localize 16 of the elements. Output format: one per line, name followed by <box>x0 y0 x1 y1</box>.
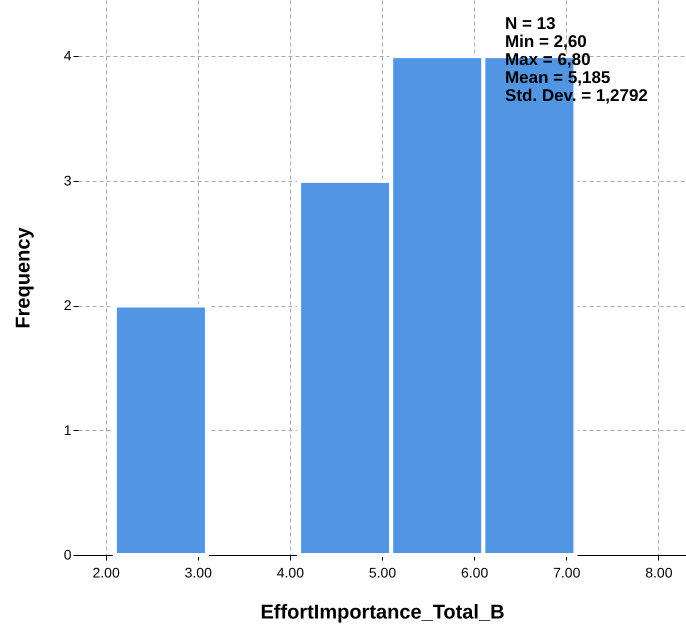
annotation: N = 13 <box>505 14 556 33</box>
y-tick-label: 1 <box>64 422 72 438</box>
y-tick-label: 3 <box>64 172 72 188</box>
x-tick-label: 4.00 <box>276 564 304 580</box>
x-tick-label: 6.00 <box>460 564 488 580</box>
x-tick-label: 7.00 <box>553 564 581 580</box>
x-tick-label: 5.00 <box>368 564 396 580</box>
y-axis-title: Frequency <box>12 226 35 329</box>
x-tick-label: 8.00 <box>645 564 673 580</box>
y-tick-label: 4 <box>64 48 72 64</box>
x-tick-label: 2.00 <box>92 564 120 580</box>
x-tick-label: 3.00 <box>184 564 212 580</box>
y-tick-label: 2 <box>64 297 72 314</box>
annotation: Min = 2,60 <box>505 32 587 51</box>
y-tick-label: 0 <box>64 546 72 562</box>
x-axis-title: EffortImportance_Total_B <box>260 602 505 624</box>
